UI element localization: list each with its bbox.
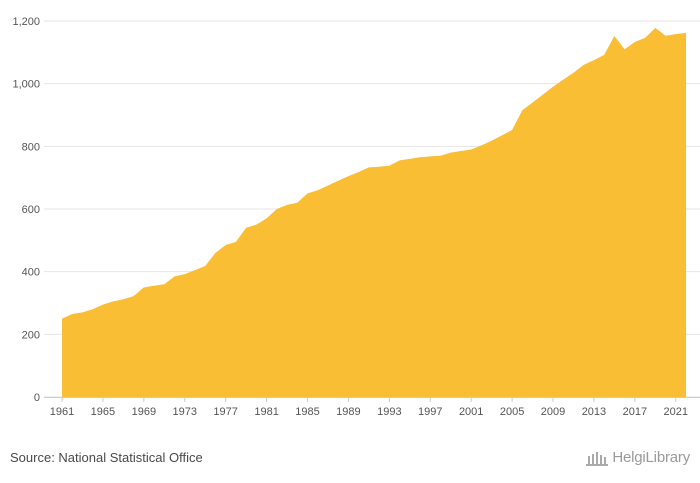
x-tick-label: 2009 bbox=[541, 406, 565, 418]
x-tick-label: 1981 bbox=[254, 406, 278, 418]
x-tick-label: 2005 bbox=[500, 406, 524, 418]
x-tick-label: 2021 bbox=[664, 406, 688, 418]
x-tick-label: 2013 bbox=[582, 406, 606, 418]
x-tick-label: 1973 bbox=[173, 406, 197, 418]
x-tick-label: 1989 bbox=[336, 406, 360, 418]
x-tick-label: 1993 bbox=[377, 406, 401, 418]
chart: 0 200 400 600 800 1,000 1,200 1961 1965 1969 1973… bbox=[12, 16, 700, 418]
x-tick-label: 2001 bbox=[459, 406, 483, 418]
y-tick-label: 1,000 bbox=[12, 79, 40, 91]
x-tick-label: 1985 bbox=[295, 406, 319, 418]
library-building-icon bbox=[586, 451, 609, 466]
y-tick-label: 0 bbox=[34, 392, 40, 404]
brand-name: HelgiLibrary bbox=[612, 449, 690, 466]
x-tick-label: 1997 bbox=[418, 406, 442, 418]
x-tick-label: 2017 bbox=[623, 406, 647, 418]
source-note: Source: National Statistical Office bbox=[10, 450, 203, 465]
y-tick-label: 600 bbox=[22, 204, 40, 216]
x-axis-ticks: 1961 1965 1969 1973 1977 1981 1985 1989 1993 1997… bbox=[50, 397, 688, 418]
area-series bbox=[62, 27, 686, 397]
x-tick-label: 1965 bbox=[91, 406, 115, 418]
y-tick-label: 800 bbox=[22, 141, 40, 153]
x-tick-label: 1969 bbox=[132, 406, 156, 418]
y-tick-label: 1,200 bbox=[12, 16, 40, 28]
x-tick-label: 1961 bbox=[50, 406, 74, 418]
y-axis-ticks: 0 200 400 600 800 1,000 1,200 bbox=[12, 16, 40, 404]
x-tick-label: 1977 bbox=[213, 406, 237, 418]
brand-logo[interactable]: HelgiLibrary bbox=[586, 449, 690, 466]
y-tick-label: 200 bbox=[22, 329, 40, 341]
y-tick-label: 400 bbox=[22, 267, 40, 279]
